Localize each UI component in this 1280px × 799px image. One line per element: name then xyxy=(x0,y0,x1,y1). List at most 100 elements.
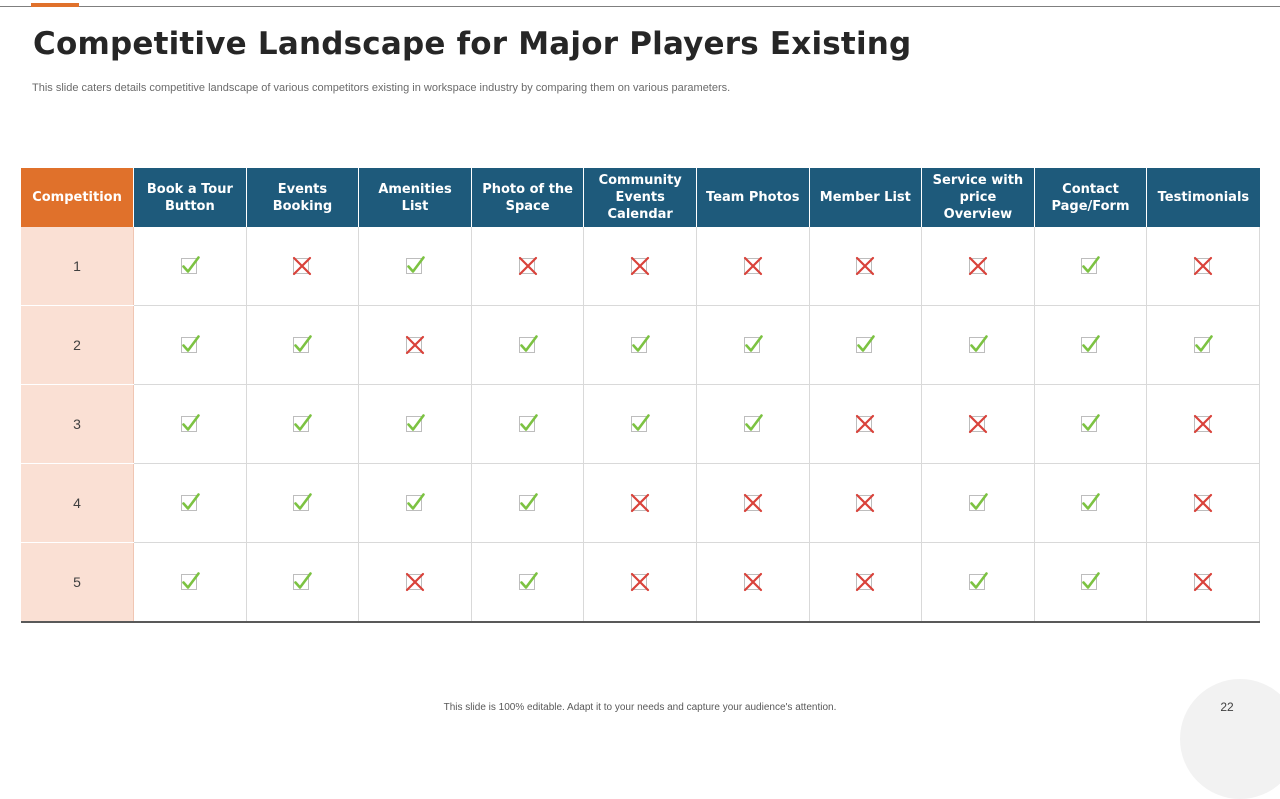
feature-cell xyxy=(1034,542,1148,623)
check-icon xyxy=(1080,414,1101,434)
feature-cell xyxy=(921,305,1035,385)
column-header: Competition xyxy=(21,168,135,227)
feature-cell xyxy=(133,542,247,623)
check-icon xyxy=(405,493,425,513)
feature-cell xyxy=(583,542,697,623)
feature-cell xyxy=(1034,384,1148,464)
cross-icon xyxy=(630,256,650,276)
feature-cell xyxy=(471,227,585,306)
feature-cell xyxy=(246,463,360,543)
check-icon xyxy=(743,414,763,434)
feature-cell xyxy=(246,384,360,464)
cross-icon xyxy=(968,256,988,276)
feature-cell xyxy=(358,463,472,543)
check-icon xyxy=(292,572,313,592)
check-icon xyxy=(292,414,313,434)
cross-icon xyxy=(292,256,312,276)
feature-cell xyxy=(471,463,585,543)
competitor-label: 4 xyxy=(21,463,135,543)
check-icon xyxy=(180,572,200,592)
check-icon xyxy=(1080,335,1101,355)
feature-cell xyxy=(358,384,472,464)
column-header: Service with price Overview xyxy=(921,168,1035,227)
feature-cell xyxy=(358,305,472,385)
feature-cell xyxy=(583,384,697,464)
cross-icon xyxy=(743,256,763,276)
feature-cell xyxy=(583,227,697,306)
table-row: 4 xyxy=(21,463,1260,543)
competitor-label: 1 xyxy=(21,227,135,306)
check-icon xyxy=(1193,335,1213,355)
table-row: 1 xyxy=(21,227,1260,306)
table-row: 5 xyxy=(21,542,1260,623)
cross-icon xyxy=(405,335,425,355)
check-icon xyxy=(292,335,313,355)
check-icon xyxy=(1080,493,1101,513)
feature-cell xyxy=(133,463,247,543)
feature-cell xyxy=(696,227,810,306)
check-icon xyxy=(968,572,988,592)
cross-icon xyxy=(1193,572,1213,592)
cross-icon xyxy=(518,256,538,276)
check-icon xyxy=(180,414,200,434)
feature-cell xyxy=(246,305,360,385)
check-icon xyxy=(180,493,200,513)
column-header: Team Photos xyxy=(696,168,810,227)
cross-icon xyxy=(855,256,875,276)
competitor-label: 3 xyxy=(21,384,135,464)
feature-cell xyxy=(1146,305,1260,385)
check-icon xyxy=(518,493,538,513)
check-icon xyxy=(180,256,200,276)
cross-icon xyxy=(855,493,875,513)
feature-cell xyxy=(696,463,810,543)
feature-cell xyxy=(358,227,472,306)
feature-cell xyxy=(471,305,585,385)
column-header: Photo of the Space xyxy=(471,168,585,227)
column-header: Contact Page/Form xyxy=(1034,168,1148,227)
column-header: Book a Tour Button xyxy=(133,168,247,227)
column-header: Community Events Calendar xyxy=(583,168,697,227)
feature-cell xyxy=(1146,384,1260,464)
footer-note: This slide is 100% editable. Adapt it to… xyxy=(443,702,837,713)
cross-icon xyxy=(1193,414,1213,434)
feature-cell xyxy=(133,305,247,385)
feature-cell xyxy=(809,384,923,464)
cross-icon xyxy=(630,572,650,592)
cross-icon xyxy=(405,572,425,592)
feature-cell xyxy=(696,542,810,623)
check-icon xyxy=(518,414,538,434)
page-number: 22 xyxy=(1220,700,1234,714)
cross-icon xyxy=(630,493,650,513)
column-header: Testimonials xyxy=(1146,168,1260,227)
feature-cell xyxy=(471,542,585,623)
competitor-label: 2 xyxy=(21,305,135,385)
check-icon xyxy=(1080,256,1101,276)
feature-cell xyxy=(696,384,810,464)
column-header: Events Booking xyxy=(246,168,360,227)
page-number-badge xyxy=(1180,679,1280,799)
check-icon xyxy=(855,335,876,355)
feature-cell xyxy=(1146,463,1260,543)
check-icon xyxy=(405,414,425,434)
page-title: Competitive Landscape for Major Players … xyxy=(33,26,912,62)
feature-cell xyxy=(809,305,923,385)
cross-icon xyxy=(1193,256,1213,276)
check-icon xyxy=(630,414,650,434)
feature-cell xyxy=(921,463,1035,543)
accent-bar xyxy=(31,3,79,7)
check-icon xyxy=(630,335,650,355)
cross-icon xyxy=(855,414,875,434)
feature-cell xyxy=(246,542,360,623)
table-header-row: Competition Book a Tour Button Events Book… xyxy=(21,168,1260,227)
feature-cell xyxy=(696,305,810,385)
cross-icon xyxy=(968,414,988,434)
feature-cell xyxy=(583,463,697,543)
table-row: 3 xyxy=(21,384,1260,464)
check-icon xyxy=(518,572,538,592)
top-rule xyxy=(0,6,1280,7)
feature-cell xyxy=(921,542,1035,623)
feature-cell xyxy=(358,542,472,623)
feature-cell xyxy=(471,384,585,464)
check-icon xyxy=(968,493,988,513)
